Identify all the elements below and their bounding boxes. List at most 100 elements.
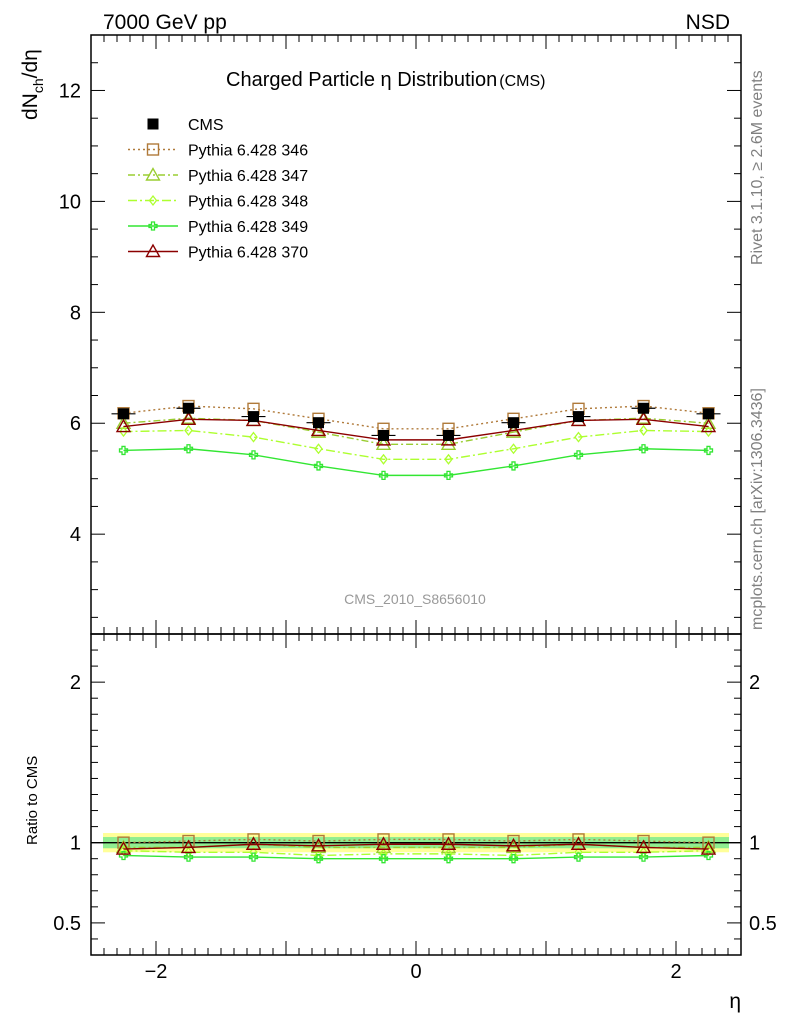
ratio-point-p370 — [310, 837, 327, 852]
legend-label: Pythia 6.428 346 — [188, 143, 308, 160]
ratio-point-p370 — [700, 841, 717, 855]
main-plot-panel: 4 6 8 10 12 Charged Particle η Distribution(… — [19, 34, 742, 635]
ratio-point-p348 — [314, 849, 323, 862]
ratio-point-p370 — [180, 839, 197, 854]
ratio-point-p348 — [509, 849, 518, 862]
ratio-point-p347 — [310, 839, 327, 854]
legend-marker — [148, 221, 158, 231]
series-p348 — [119, 424, 713, 465]
ratio-point-p370 — [115, 841, 132, 855]
data-point-p349 — [118, 445, 129, 456]
data-point-p348 — [119, 426, 128, 438]
data-point-p349 — [313, 461, 324, 471]
series-line-p349 — [123, 448, 709, 477]
legend-entry-cms: CMS — [147, 117, 224, 134]
data-point-p348 — [184, 424, 193, 437]
series-p347 — [115, 410, 717, 451]
rivet-label: Rivet 3.1.10, ≥ 2.6M events — [749, 70, 766, 265]
series-line-p370 — [123, 418, 709, 441]
legend-entry-p370: Pythia 6.428 370 — [128, 243, 308, 262]
legend-marker — [146, 143, 160, 156]
ratio-point-p347 — [440, 839, 457, 854]
data-point-p347 — [440, 436, 457, 451]
y-tick-label-right: 0.5 — [749, 913, 777, 935]
data-point-cms — [378, 429, 389, 441]
series-p370 — [115, 411, 717, 446]
ratio-point-p346 — [637, 834, 650, 848]
legend-marker — [145, 167, 161, 181]
mcplots-label: mcplots.cern.ch [arXiv:1306.3436] — [749, 388, 766, 630]
data-point-cms — [703, 408, 714, 420]
series-line-p346 — [123, 405, 709, 430]
data-point-p348 — [314, 443, 323, 455]
ratio-series-p370 — [115, 836, 717, 855]
y-tick-label: 1 — [70, 833, 81, 855]
ratio-point-p347 — [505, 839, 522, 854]
series-cms — [111, 402, 721, 441]
legend-label: Pythia 6.428 347 — [188, 168, 308, 185]
y-tick-label: 12 — [59, 80, 81, 102]
x-tick-label: −2 — [145, 961, 168, 983]
ratio-point-p347 — [700, 839, 717, 854]
data-point-p347 — [115, 415, 132, 429]
data-point-p348 — [509, 443, 518, 455]
ratio-line-p349 — [123, 854, 709, 860]
ratio-point-p349 — [508, 854, 519, 864]
data-point-p348 — [574, 431, 583, 443]
series-line-p348 — [123, 429, 709, 460]
data-point-cms — [313, 417, 324, 429]
ratio-point-p347 — [115, 839, 132, 854]
y-tick-label: 4 — [70, 524, 81, 546]
data-point-cms — [183, 402, 194, 414]
data-point-p347 — [700, 415, 717, 429]
ratio-point-p349 — [118, 850, 129, 861]
y-tick-label: 8 — [70, 302, 81, 324]
y-tick-label: 0.5 — [53, 913, 81, 935]
data-point-p349 — [443, 470, 454, 481]
main-plot-title: Charged Particle η Distribution (CMS) — [226, 69, 545, 91]
data-point-cms — [248, 411, 259, 423]
x-tick-label: 0 — [410, 961, 421, 983]
ratio-point-p349 — [703, 850, 714, 861]
y-tick-label-right: 1 — [749, 833, 760, 855]
data-point-p348 — [639, 424, 648, 437]
legend-marker — [145, 243, 161, 258]
ratio-point-p370 — [570, 836, 587, 850]
data-point-p370 — [700, 418, 717, 433]
series-p349 — [118, 444, 714, 481]
legend-label: Pythia 6.428 349 — [188, 219, 308, 236]
ratio-point-p370 — [505, 837, 522, 852]
ratio-point-p347 — [375, 839, 392, 854]
ratio-y-axis-label: Ratio to CMS — [24, 756, 41, 845]
data-point-p348 — [444, 453, 453, 465]
watermark-label: CMS_2010_S8656010 — [344, 591, 486, 607]
y-tick-label-right: 2 — [749, 672, 760, 694]
data-point-p348 — [249, 431, 258, 443]
ratio-point-p349 — [573, 852, 584, 862]
data-point-p349 — [248, 450, 259, 460]
data-point-p347 — [375, 436, 392, 451]
ratio-point-p349 — [378, 854, 389, 864]
data-point-p348 — [704, 426, 713, 438]
ratio-point-p349 — [443, 854, 454, 864]
ratio-series-p349 — [118, 850, 714, 864]
ratio-line-p348 — [123, 849, 709, 857]
data-point-p370 — [115, 418, 132, 433]
x-axis-label: η — [729, 990, 741, 1013]
ratio-point-p346 — [182, 834, 195, 848]
ratio-point-p370 — [440, 836, 457, 850]
data-point-cms — [638, 402, 649, 414]
ratio-point-p349 — [248, 852, 259, 862]
data-point-p370 — [635, 411, 652, 426]
data-point-p349 — [573, 450, 584, 460]
ratio-point-p370 — [635, 839, 652, 854]
ratio-line-p370 — [123, 843, 709, 850]
legend-entry-p348: Pythia 6.428 348 — [128, 194, 308, 211]
ratio-plot-panel: 0.5 0.5 1 1 2 2 −2 0 2 Ratio to CMS η — [24, 633, 777, 1013]
data-point-p370 — [180, 411, 197, 426]
y-axis-label: dNch/dη — [19, 49, 46, 120]
data-point-cms — [573, 411, 584, 423]
legend-label: Pythia 6.428 370 — [188, 245, 308, 262]
data-point-cms — [508, 417, 519, 429]
data-point-p349 — [508, 461, 519, 471]
